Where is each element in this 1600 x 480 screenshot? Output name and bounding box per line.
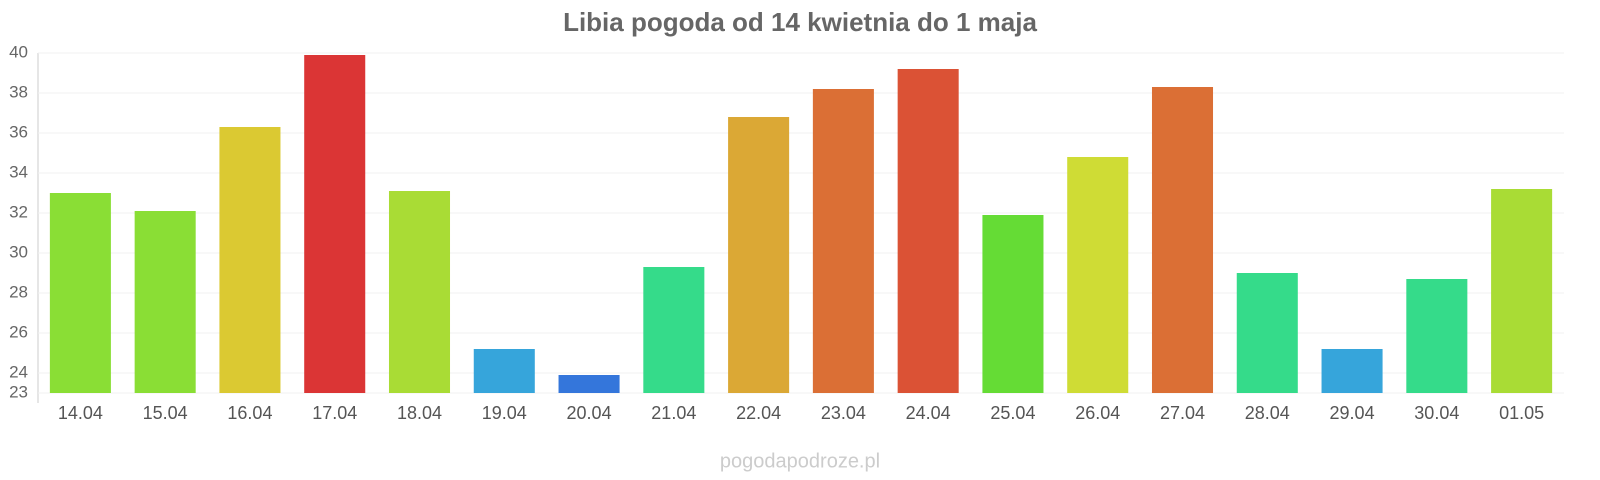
x-tick-label: 15.04 [143, 403, 188, 423]
x-tick-label: 30.04 [1414, 403, 1459, 423]
source: pogodapodroze.pl [720, 450, 880, 472]
x-tick-label: 21.04 [651, 403, 696, 423]
y-tick-label: 36 [9, 122, 28, 141]
x-tick-label: 25.04 [990, 403, 1035, 423]
chart-title: Libia pogoda od 14 kwietnia do 1 maja [563, 7, 1037, 37]
bar [1236, 273, 1298, 393]
bar [1321, 349, 1383, 393]
x-tick-label: 18.04 [397, 403, 442, 423]
x-tick-label: 20.04 [567, 403, 612, 423]
bar [812, 89, 874, 393]
y-tick-label: 38 [9, 82, 28, 101]
bar [728, 117, 790, 393]
bar [388, 191, 451, 393]
bar [1406, 279, 1468, 393]
bar [1067, 157, 1129, 393]
x-tick-label: 23.04 [821, 403, 866, 423]
x-tick-label: 22.04 [736, 403, 781, 423]
bar [1151, 87, 1214, 393]
bar [219, 127, 281, 393]
bar [558, 375, 620, 393]
bar [982, 215, 1044, 393]
x-tick-label: 01.05 [1499, 403, 1544, 423]
y-tick-label: 34 [9, 162, 28, 181]
bar [49, 193, 111, 393]
x-tick-label: 17.04 [312, 403, 357, 423]
x-tick-label: 27.04 [1160, 403, 1205, 423]
bar [134, 211, 196, 393]
y-tick-label: 24 [9, 362, 28, 381]
y-tick-label: 30 [9, 242, 28, 261]
x-tick-label: 28.04 [1245, 403, 1290, 423]
x-tick-label: 26.04 [1075, 403, 1120, 423]
bar [304, 55, 366, 393]
x-tick-label: 24.04 [906, 403, 951, 423]
y-tick-label: 32 [9, 202, 28, 221]
y-tick-label: 23 [9, 382, 28, 401]
x-tick-label: 19.04 [482, 403, 527, 423]
bar [473, 349, 535, 393]
x-tick-label: 14.04 [58, 403, 103, 423]
y-tick-label: 40 [9, 42, 28, 61]
bar [1491, 189, 1553, 393]
x-tick-label: 16.04 [227, 403, 272, 423]
bar [897, 69, 959, 393]
y-tick-label: 26 [9, 322, 28, 341]
bar [643, 267, 705, 393]
y-tick-label: 28 [9, 282, 28, 301]
x-tick-label: 29.04 [1330, 403, 1375, 423]
